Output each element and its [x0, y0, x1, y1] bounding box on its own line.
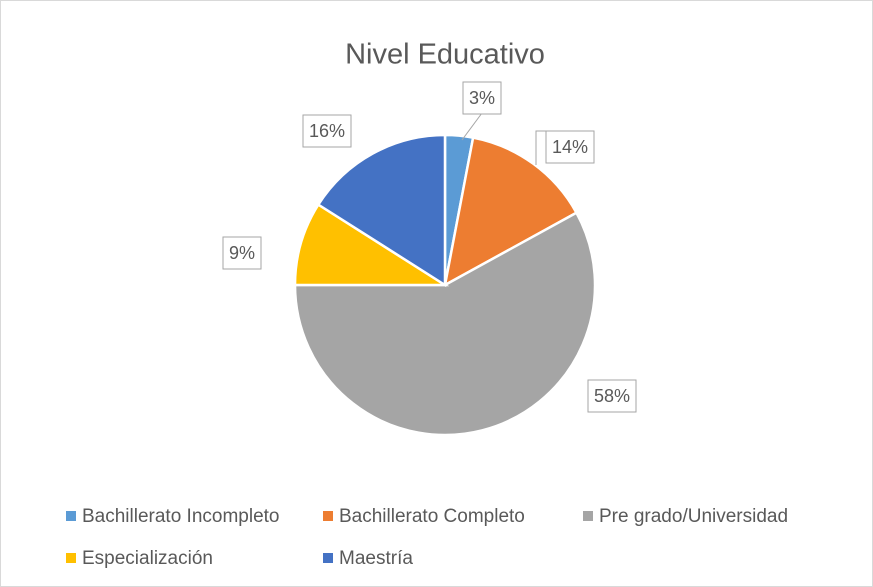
legend-label: Bachillerato Incompleto: [82, 506, 280, 527]
pie-slice: [293, 202, 450, 287]
data-label: 3%: [469, 88, 495, 108]
data-label: 9%: [229, 243, 255, 263]
data-label: 16%: [309, 121, 345, 141]
legend-swatch: [66, 553, 76, 563]
legend-swatch: [66, 511, 76, 521]
legend-label: Especialización: [82, 548, 213, 569]
data-label: 58%: [594, 386, 630, 406]
data-label-box: [462, 81, 502, 115]
pie-slice: [293, 211, 597, 437]
legend-label: Bachillerato Completo: [339, 506, 525, 527]
pie-slice: [443, 136, 579, 288]
data-label: 14%: [552, 137, 588, 157]
legend-swatch: [323, 553, 333, 563]
data-label-box: [222, 236, 262, 270]
pie: [293, 133, 597, 437]
chart-title: Nivel Educativo: [345, 39, 545, 71]
legend-label: Pre grado/Universidad: [599, 506, 788, 527]
data-labels: 3% 14% 58% 9% 16%: [222, 81, 637, 413]
data-label-box: [587, 379, 637, 413]
legend-swatch: [583, 511, 593, 521]
leader-line: [535, 130, 548, 165]
legend: Bachillerato Incompleto Bachillerato Comp…: [66, 506, 788, 569]
legend-label: Maestría: [339, 548, 413, 569]
data-label-box: [545, 130, 595, 164]
legend-swatch: [323, 511, 333, 521]
data-label-box: [302, 114, 352, 148]
leader-line: [461, 112, 483, 141]
pie-slice: [316, 133, 447, 288]
